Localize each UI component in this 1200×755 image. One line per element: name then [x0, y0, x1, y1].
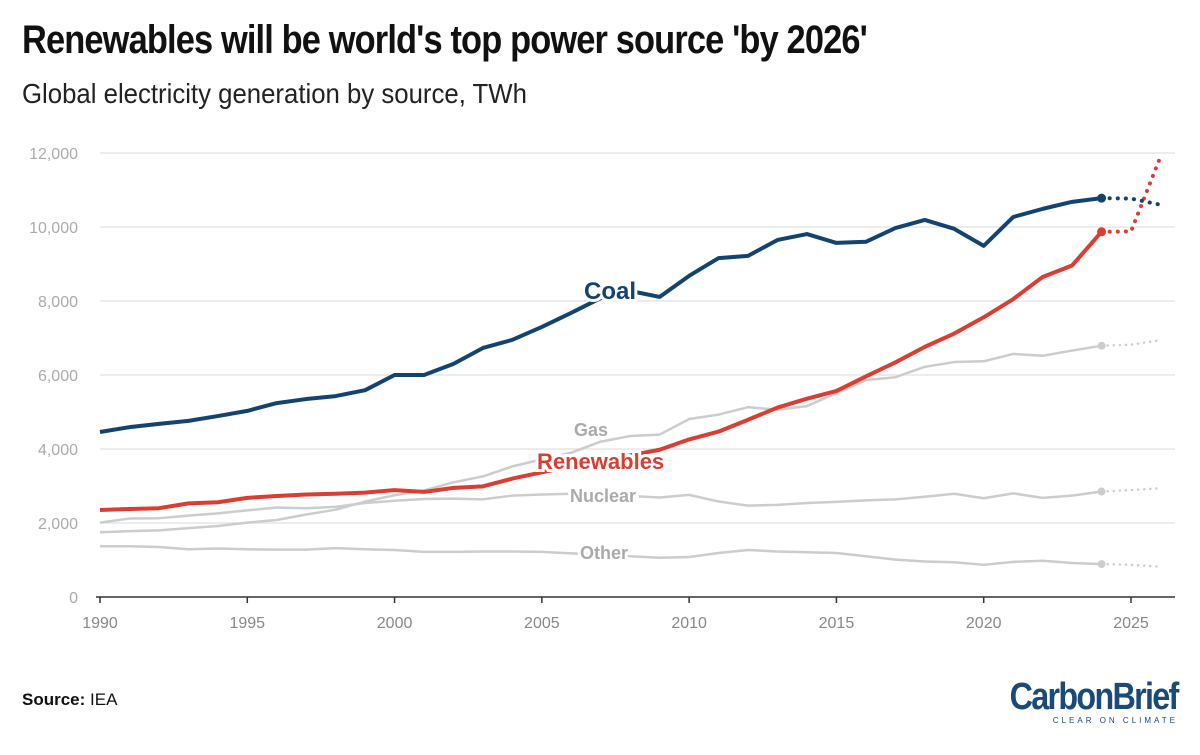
renewables-label: Renewables — [537, 449, 664, 474]
renewables-line — [99, 230, 1104, 513]
y-tick-label: 12,000 — [29, 146, 78, 163]
x-tick-label: 2025 — [1113, 615, 1149, 632]
renewables-forecast-line — [1099, 154, 1163, 234]
nuclear-forecast-line — [1100, 486, 1162, 493]
gas-line — [99, 344, 1102, 534]
x-tick-label: 2015 — [819, 615, 855, 632]
x-tick-label: 1990 — [82, 615, 118, 632]
gas-label: Gas — [574, 420, 608, 440]
y-tick-label: 4,000 — [38, 442, 78, 459]
coal-forecast-line — [1099, 196, 1163, 207]
other-forecast-line — [1100, 562, 1162, 568]
coal-label: Coal — [584, 278, 636, 305]
y-tick-label: 8,000 — [38, 294, 78, 311]
renewables-marker — [1097, 227, 1107, 237]
x-tick-label: 2005 — [524, 615, 560, 632]
x-tick-label: 1995 — [229, 615, 265, 632]
other-marker — [1097, 560, 1106, 569]
other-label: Other — [580, 543, 628, 563]
x-tick-label: 2020 — [966, 615, 1002, 632]
source-note: Source: IEA — [22, 690, 117, 710]
y-tick-label: 0 — [69, 590, 78, 607]
source-value: IEA — [90, 690, 118, 709]
other-line — [100, 545, 1102, 567]
gas-marker — [1097, 341, 1106, 350]
y-tick-label: 2,000 — [38, 516, 78, 533]
nuclear-marker — [1097, 487, 1106, 496]
chart-subtitle: Global electricity generation by source,… — [22, 78, 527, 109]
coal-marker — [1097, 193, 1107, 203]
coal-line — [99, 196, 1102, 434]
nuclear-label: Nuclear — [570, 486, 636, 506]
chart-title: Renewables will be world's top power sou… — [22, 18, 868, 62]
gas-forecast-line — [1100, 338, 1162, 348]
nuclear-line — [99, 490, 1102, 524]
source-label: Source: — [22, 690, 86, 709]
logo-tagline: CLEAR ON CLIMATE — [1052, 716, 1178, 725]
carbonbrief-logo: CarbonBrief CLEAR ON CLIMATE — [980, 676, 1180, 725]
x-tick-label: 2010 — [671, 615, 707, 632]
y-tick-label: 6,000 — [38, 368, 78, 385]
y-tick-label: 10,000 — [29, 220, 78, 237]
logo-name: CarbonBrief — [1010, 676, 1180, 718]
x-tick-label: 2000 — [377, 615, 413, 632]
